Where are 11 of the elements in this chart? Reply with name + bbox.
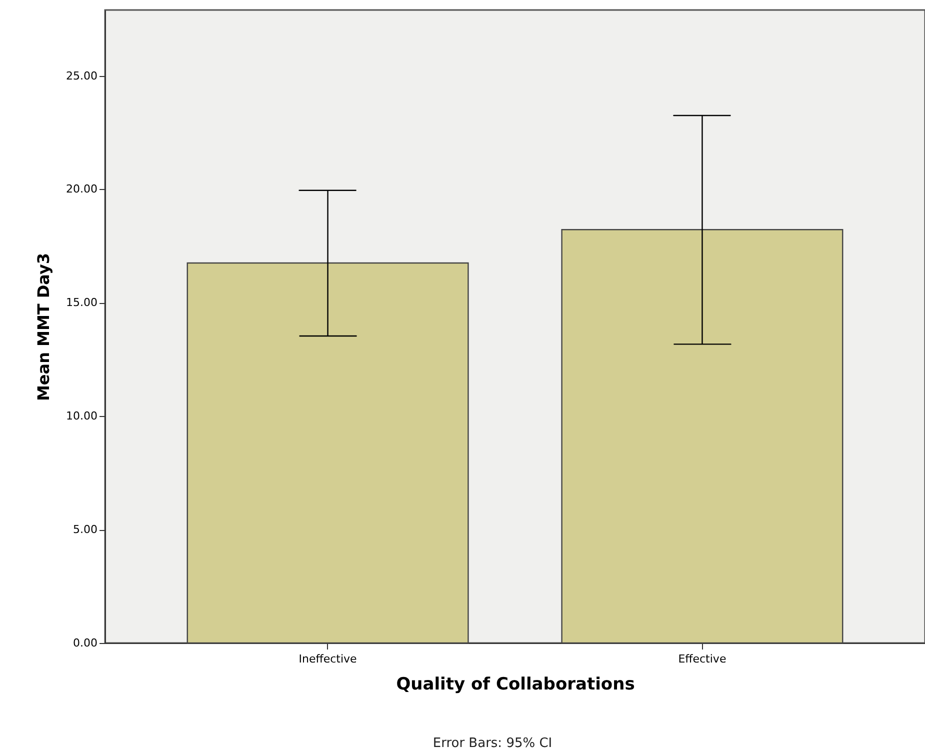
y-axis-title: Mean MMT Day3 xyxy=(34,252,54,402)
x-tick-label: Ineffective xyxy=(298,652,358,666)
y-tick-label: 5.00 xyxy=(73,523,98,536)
text: Error Bars: 95% CI xyxy=(432,736,552,751)
y-tick-label: 10.00 xyxy=(66,410,98,423)
x-axis-title: Quality of Collaborations xyxy=(396,674,635,694)
y-tick-label: 0.00 xyxy=(73,636,98,650)
y-tick-label: 15.00 xyxy=(66,296,98,310)
x-tick-label: Effective xyxy=(678,652,726,666)
y-tick-label: 20.00 xyxy=(66,182,98,196)
y-tick-label: 25.00 xyxy=(66,69,98,82)
